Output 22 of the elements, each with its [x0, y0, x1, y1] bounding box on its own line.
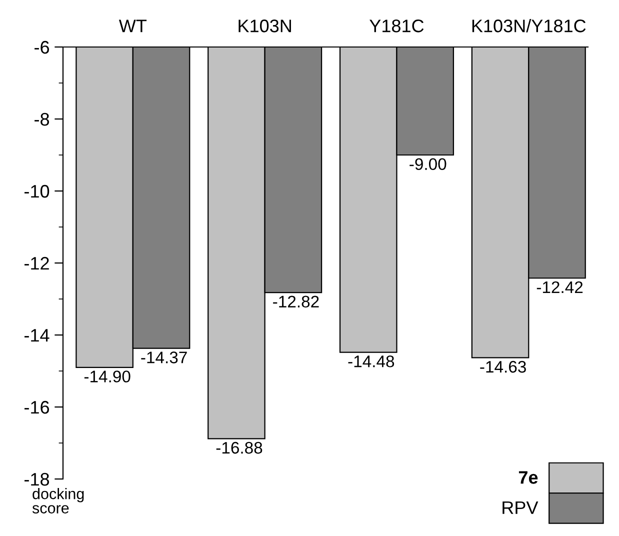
- y-tick-label: -6: [34, 40, 50, 54]
- y-axis-title: docking score: [32, 488, 84, 514]
- data-label: -9.00: [410, 158, 446, 170]
- data-label: -16.88: [216, 442, 262, 454]
- data-label: -14.63: [480, 360, 526, 373]
- y-tick-label: -12: [24, 256, 49, 270]
- data-label: -12.42: [536, 281, 583, 293]
- x-tick-label: K103N: [238, 20, 291, 32]
- data-label: -14.90: [84, 370, 130, 382]
- data-label: -14.48: [348, 356, 394, 368]
- y-tick-label: -10: [24, 184, 50, 198]
- data-label: -12.82: [273, 296, 319, 308]
- legend-label: 7e: [518, 471, 538, 484]
- legend-label: RPV: [502, 501, 538, 514]
- y-tick-label: -8: [34, 112, 50, 126]
- y-tick-label: -16: [24, 400, 50, 414]
- y-tick-label: -14: [24, 329, 50, 342]
- data-label: -14.37: [141, 352, 187, 364]
- x-tick-label: K103N/Y181C: [472, 19, 586, 32]
- x-tick-label: Y181C: [370, 20, 424, 32]
- y-tick-label: -18: [24, 472, 50, 486]
- x-tick-label: WT: [118, 20, 147, 32]
